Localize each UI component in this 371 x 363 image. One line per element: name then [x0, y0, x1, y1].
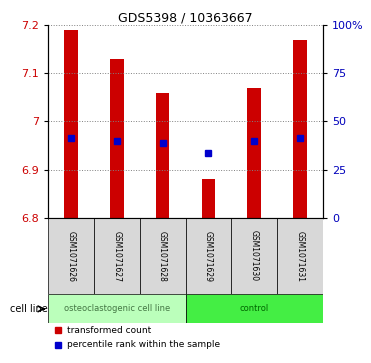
Text: osteoclastogenic cell line: osteoclastogenic cell line	[64, 304, 170, 313]
Text: control: control	[240, 304, 269, 313]
Text: GSM1071627: GSM1071627	[112, 231, 121, 282]
Text: cell line: cell line	[10, 304, 47, 314]
Bar	[48, 217, 94, 294]
Bar	[186, 217, 231, 294]
Bar	[156, 93, 170, 217]
Bar	[94, 217, 140, 294]
Text: GSM1071630: GSM1071630	[250, 231, 259, 282]
Text: percentile rank within the sample: percentile rank within the sample	[68, 340, 221, 350]
Bar	[277, 217, 323, 294]
Bar	[48, 294, 186, 323]
Title: GDS5398 / 10363667: GDS5398 / 10363667	[118, 11, 253, 24]
Text: transformed count: transformed count	[68, 326, 152, 335]
Text: GSM1071628: GSM1071628	[158, 231, 167, 281]
Text: GSM1071629: GSM1071629	[204, 231, 213, 282]
Bar	[247, 88, 261, 217]
Bar	[140, 217, 186, 294]
Bar	[186, 294, 323, 323]
Bar	[201, 179, 215, 217]
Bar	[293, 40, 307, 217]
Bar	[231, 217, 277, 294]
Text: GSM1071631: GSM1071631	[295, 231, 304, 282]
Text: GSM1071626: GSM1071626	[67, 231, 76, 282]
Bar	[110, 59, 124, 217]
Bar	[64, 30, 78, 217]
